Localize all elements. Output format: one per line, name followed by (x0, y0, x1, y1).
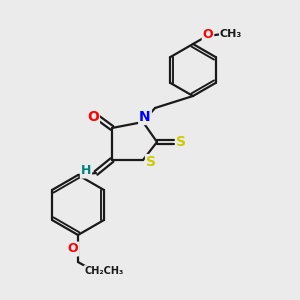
Text: N: N (139, 110, 151, 124)
Text: S: S (176, 135, 186, 149)
Text: S: S (146, 155, 156, 169)
Text: O: O (87, 110, 99, 124)
Text: CH₂CH₃: CH₂CH₃ (84, 266, 124, 276)
Text: O: O (68, 242, 78, 256)
Text: CH₃: CH₃ (220, 29, 242, 39)
Text: H: H (81, 164, 91, 178)
Text: O: O (203, 28, 213, 41)
